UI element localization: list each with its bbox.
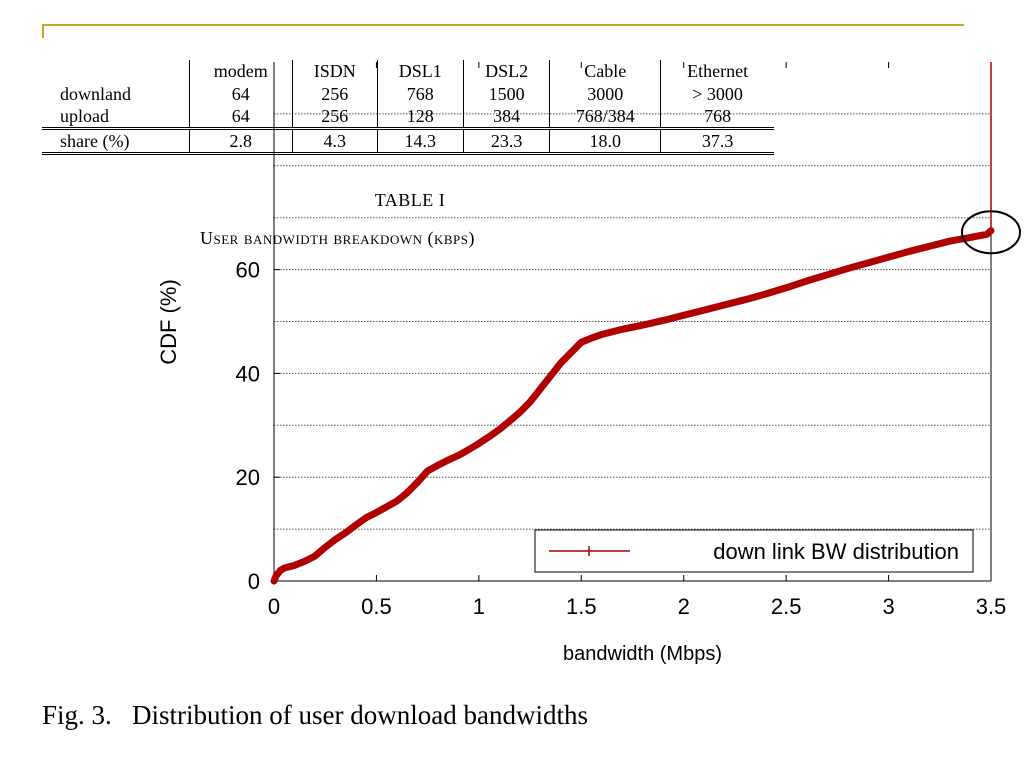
x-tick-label: 3 — [882, 594, 894, 619]
x-tick-label: 1 — [473, 594, 485, 619]
table-cell: 3000 — [549, 83, 661, 105]
table-row-label: upload — [60, 106, 109, 126]
table-row-label: downland — [60, 84, 131, 104]
table-header-cell: ISDN — [291, 60, 378, 83]
x-tick-label: 1.5 — [566, 594, 597, 619]
y-axis-label: CDF (%) — [156, 279, 181, 365]
table-header-cell — [42, 60, 189, 83]
slide-frame-corner-tick — [42, 24, 44, 38]
y-tick-label: 0 — [248, 569, 260, 594]
table-cell: > 3000 — [660, 83, 774, 105]
table-cell: 18.0 — [549, 127, 661, 155]
table-caption: User bandwidth breakdown (kbps) — [200, 228, 475, 248]
annotation-circle — [961, 210, 1021, 255]
x-tick-label: 2 — [678, 594, 690, 619]
table-cell: 256 — [291, 105, 378, 129]
bandwidth-table: modem ISDN DSL1 DSL2 Cable Ethernet down… — [42, 60, 774, 155]
table-cell: 2.8 — [188, 127, 293, 155]
x-tick-label: 2.5 — [771, 594, 802, 619]
y-tick-label: 40 — [236, 361, 260, 386]
table-cell: 23.3 — [462, 127, 550, 155]
table-cell: 384 — [462, 105, 550, 129]
table-cell: 768 — [376, 83, 464, 105]
legend-box — [534, 529, 974, 573]
x-tick-label: 3.5 — [976, 594, 1007, 619]
table-cell: 37.3 — [660, 127, 774, 155]
table-header-cell: Ethernet — [660, 60, 774, 83]
table-share-row: share (%) 2.8 4.3 14.3 23.3 18.0 37.3 — [42, 127, 774, 155]
series-line — [270, 227, 995, 585]
legend-label: down link BW distribution — [713, 539, 959, 564]
table-cell: 768/384 — [549, 105, 661, 129]
table-row-label: share (%) — [42, 127, 190, 155]
table-cell: 4.3 — [291, 127, 378, 155]
y-tick-label: 20 — [236, 465, 260, 490]
table-row: upload 64 256 128 384 768/384 768 — [42, 105, 774, 129]
x-axis-label: bandwidth (Mbps) — [563, 643, 722, 665]
table-cell: 256 — [291, 83, 378, 105]
table-label: TABLE I — [374, 190, 446, 210]
table-header-cell: modem — [188, 60, 293, 83]
x-tick-label: 0.5 — [361, 594, 392, 619]
x-tick-label: 0 — [268, 594, 280, 619]
table-header-cell: Cable — [549, 60, 661, 83]
table-header-row: modem ISDN DSL1 DSL2 Cable Ethernet — [42, 60, 774, 83]
table-cell: 64 — [188, 83, 293, 105]
table-cell: 128 — [376, 105, 464, 129]
table-cell: 1500 — [462, 83, 550, 105]
table-header-cell: DSL1 — [376, 60, 464, 83]
slide-frame-top-line — [42, 24, 964, 26]
y-tick-label: 60 — [236, 258, 260, 283]
table-cell: 768 — [660, 105, 774, 129]
table-row: downland 64 256 768 1500 3000 > 3000 — [42, 83, 774, 105]
table-cell: 64 — [188, 105, 293, 129]
figure-caption: Fig. 3. Distribution of user download ba… — [42, 700, 588, 730]
table-cell: 14.3 — [376, 127, 464, 155]
table-header-cell: DSL2 — [462, 60, 550, 83]
